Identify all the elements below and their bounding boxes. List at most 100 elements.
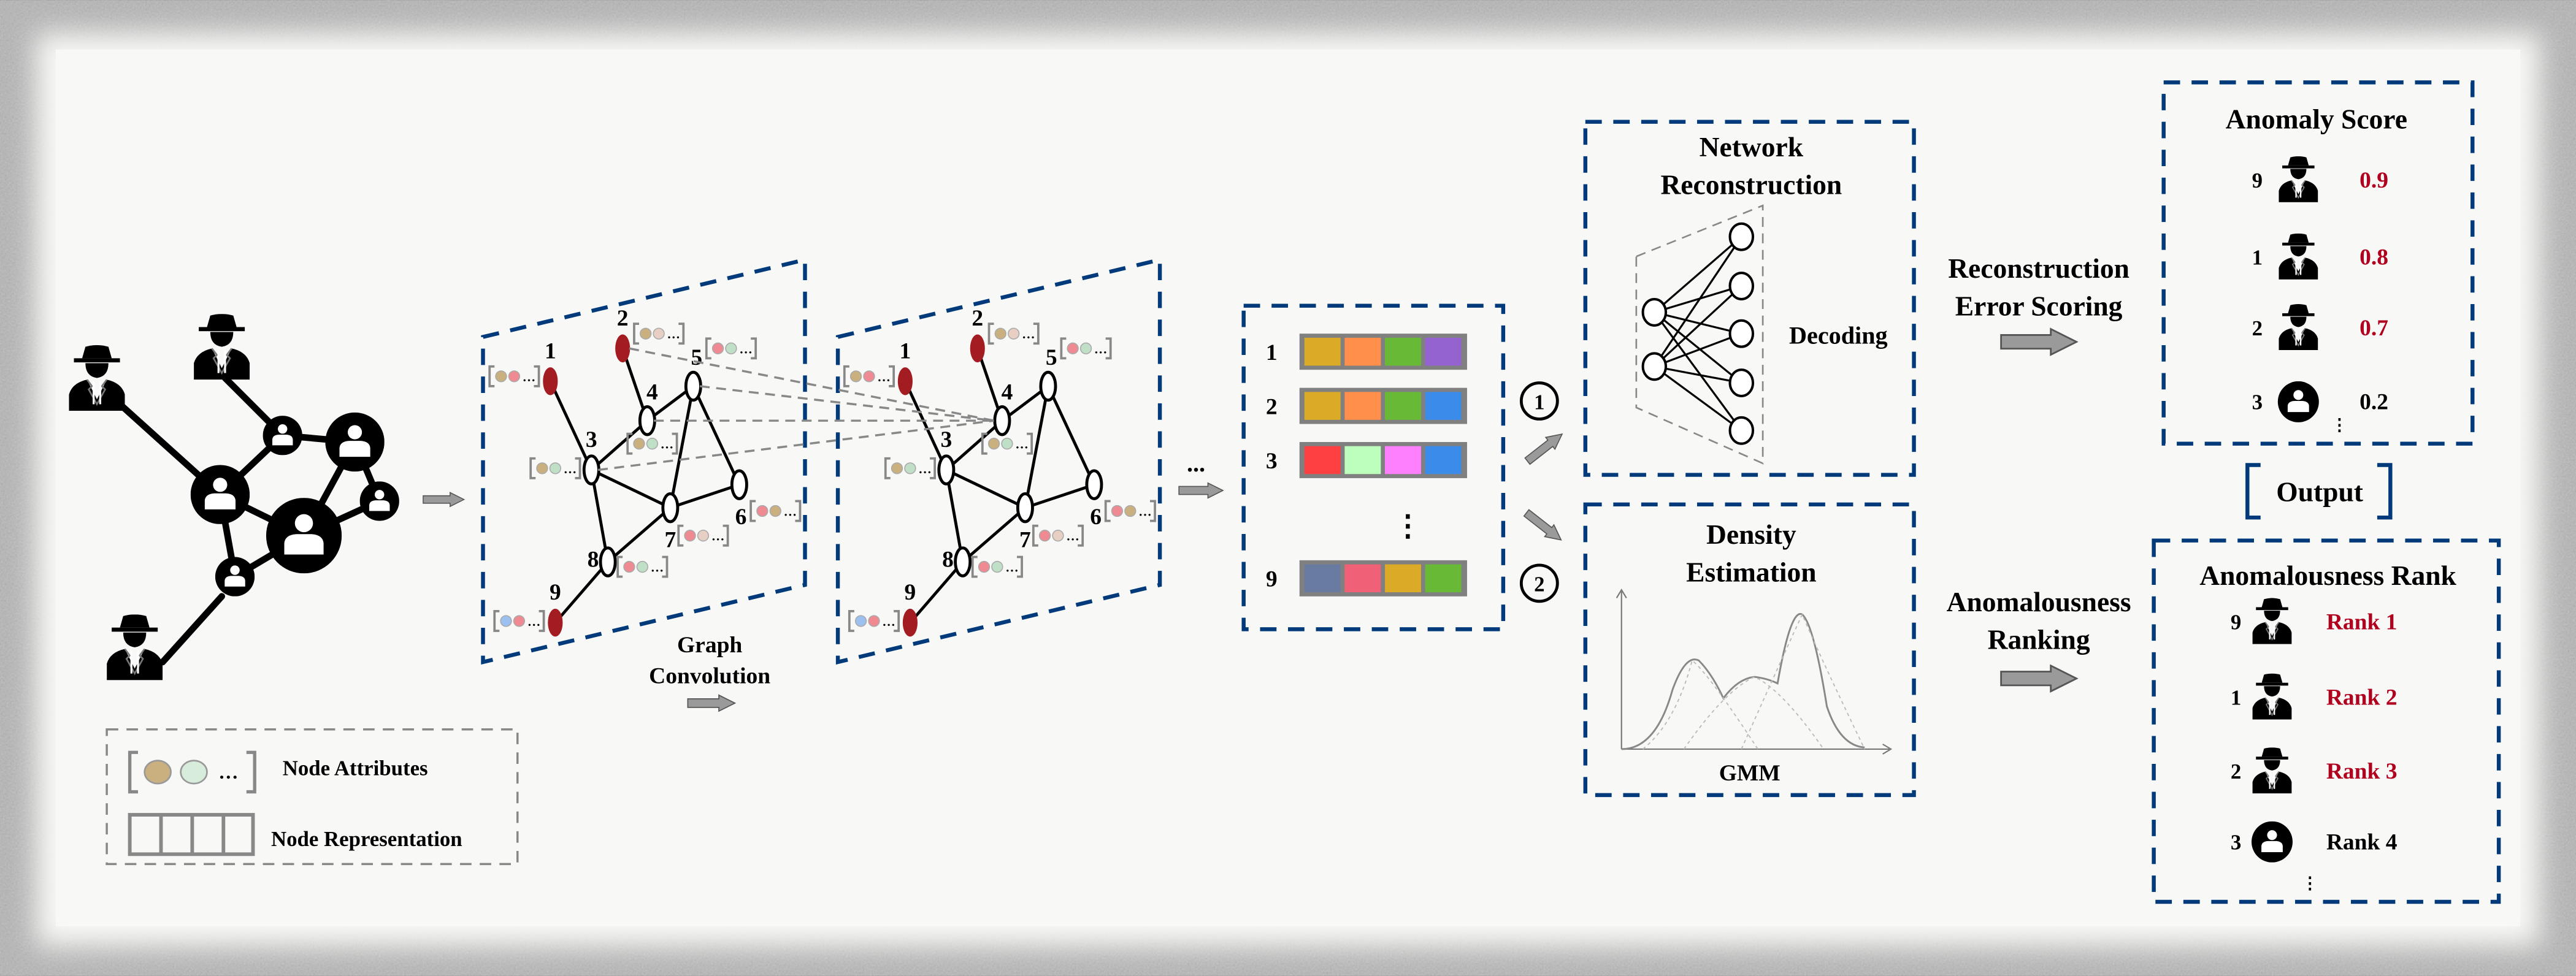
node-label: 5 [1046,345,1057,370]
attribute-dot [725,342,737,354]
attribute-dot [536,462,548,475]
node-label: 4 [646,379,658,405]
anomaly-score-value: 0.2 [2359,389,2388,414]
embedding-row: 3 [1266,442,1467,478]
decoder-network-icon [1641,222,1755,445]
attribute-brackets [987,322,1040,345]
attribute-brackets [749,500,802,522]
node-attribute-vector: … [971,555,1023,578]
node-attribute-vector: … [616,555,669,578]
attribute-brackets [616,555,669,578]
attribute-dot [1038,530,1051,542]
anomalousness-rank-row: 1 Rank 2 [2231,673,2398,720]
graph-node [1016,492,1034,524]
attribute-brackets [677,524,729,547]
attribute-dot [684,530,696,542]
attribute-brackets [633,322,685,345]
decoder-neuron [1728,272,1755,300]
node-attribute-vector: … [884,457,936,479]
graph-edge [962,506,1027,563]
attribute-ellipsis: … [877,370,890,384]
reconstruction-scoring-line1: Reconstruction [1948,253,2129,284]
node-label: 3 [940,427,952,452]
attribute-ellipsis: … [739,341,752,356]
anomaly-score-panel: Anomaly Score 9 0.91 0.82 0.73 0.2 ⋮ [2161,80,2475,446]
graph-node [1039,370,1057,402]
node-attribute-vector: … [749,500,802,522]
anomalousness-rank-value: Rank 1 [2326,609,2398,635]
node-embeddings: 1 2 3 9 ⋮ [1241,303,1506,631]
rank-vdots: ⋮ [2302,874,2318,893]
node-label: 8 [942,547,954,573]
node-attribute-vector: … [488,365,540,387]
anomaly-score-value: 0.9 [2359,168,2388,193]
anomalous-node [543,367,558,395]
aggregation-line [629,347,994,422]
node-label: 9 [550,580,561,605]
node-attribute-vector: … [987,322,1040,345]
node-label: 7 [664,527,676,552]
graph-layer-frame [481,257,807,665]
anomalousness-rank-panel: Anomalousness Rank 9 Rank 1 1 Rank 2 2 Rank 3… [2152,538,2501,904]
attribute-dot [500,615,512,627]
attribute-dot [1001,438,1013,450]
decoder-neuron [1641,297,1668,327]
attribute-ellipsis: … [661,437,673,452]
node-label: 3 [586,427,597,452]
node-label: 6 [1090,505,1102,530]
anomalousness-ranking-line2: Ranking [1988,624,2090,655]
anomalous-node [902,608,918,637]
anomalousness-rank-box [2152,538,2501,904]
embedding-row: 9 [1266,560,1467,597]
anomaly-score-row: 1 0.8 [2252,233,2388,280]
graph-convolution-label-line2: Convolution [649,664,770,689]
attribute-dot [495,370,507,383]
embedding-cell [1385,564,1421,593]
node-attribute-vector: … [705,337,757,360]
anomalousness-rank-title: Anomalousness Rank [2199,560,2456,591]
decoder-neuron [1728,222,1755,251]
graph-node [1085,469,1103,500]
attribute-ellipsis: … [667,327,680,341]
embedding-row-label: 9 [1266,567,1278,592]
anomaly-score-title: Anomaly Score [2226,103,2407,134]
attribute-brackets [843,365,895,387]
reconstruction-scoring-line2: Error Scoring [1955,291,2123,322]
attribute-dot [1124,505,1137,517]
anomalousness-rank-value: Rank 3 [2326,759,2398,784]
attribute-legend-icon: … [128,750,256,794]
attribute-ellipsis: … [711,529,724,544]
anomalousness-rank-value: Rank 4 [2326,829,2398,855]
node-label: 1 [900,338,911,364]
anomalousness-ranking-line1: Anomalousness [1947,586,2131,617]
anomaly-score-value: 0.8 [2359,245,2388,270]
embedding-cell [1304,446,1341,475]
branch-markers: 1 2 [1519,381,1568,603]
attribute-brackets [1060,337,1112,360]
branch-2-label: 2 [1534,573,1544,597]
embedding-row-label: 2 [1266,394,1278,419]
embedding-row-label: 1 [1266,340,1278,365]
anomaly-score-node-id: 2 [2252,316,2263,340]
density-estimation-module: Density Estimation GMM [1583,502,1916,798]
anomaly-score-node-id: 9 [2252,169,2263,193]
attribute-brackets [1104,500,1156,522]
attribute-brackets [981,432,1033,455]
anomalous-node [970,334,985,363]
decoder-connection [1654,332,1742,368]
user-icon [325,412,385,472]
embedding-row: 1 [1266,334,1467,370]
node-attribute-vector: … [1104,500,1156,522]
anomalousness-rank-node-id: 2 [2231,760,2241,783]
aggregation-line [597,419,994,471]
attribute-dot [697,530,710,542]
embedding-cell [1304,392,1341,420]
node-attribute-vector: … [626,432,678,455]
anomalous-node [615,334,631,363]
graph-edge [1024,386,1050,508]
attribute-brackets [1032,524,1084,547]
graph-node [993,405,1011,437]
user-icon [190,465,250,524]
decoder-neuron [1728,319,1755,348]
attribute-brackets [626,432,678,455]
